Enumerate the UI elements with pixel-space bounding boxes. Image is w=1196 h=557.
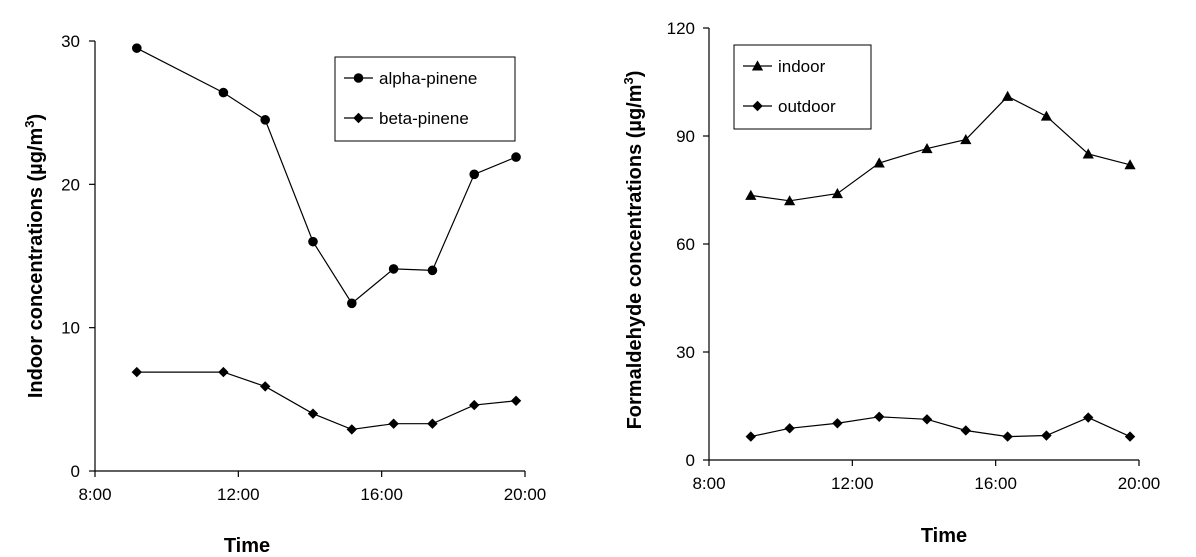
left-legend-label-alpha-pinene: alpha-pinene — [379, 69, 477, 88]
left-x-tick-label: 20:00 — [504, 485, 547, 504]
left-data-point-beta-pinene — [469, 399, 480, 411]
right-legend: indoor outdoor — [733, 44, 872, 130]
left-y-tick-label: 30 — [61, 32, 80, 51]
left-data-point-beta-pinene — [131, 366, 143, 378]
left-data-point-alpha-pinene — [427, 265, 438, 276]
right-legend-marker-indoor — [751, 60, 764, 71]
left-y-axis-title-end: ) — [25, 114, 47, 121]
right-data-point-indoor — [960, 134, 972, 145]
right-y-axis-title-end: ) — [624, 71, 646, 78]
left-legend-box — [334, 56, 516, 142]
left-data-point-alpha-pinene — [469, 169, 480, 180]
right-data-point-outdoor — [1124, 431, 1136, 442]
right-data-point-indoor — [873, 157, 885, 168]
right-data-point-indoor — [784, 195, 796, 206]
right-y-tick-label: 30 — [676, 343, 695, 362]
left-data-point-alpha-pinene — [511, 152, 521, 162]
right-data-point-indoor — [1002, 90, 1014, 101]
right-data-point-indoor — [745, 189, 757, 200]
left-legend-marker-beta-pinene — [353, 112, 364, 124]
right-x-tick-label: 20:00 — [1118, 474, 1161, 493]
right-data-point-outdoor — [1083, 412, 1094, 423]
right-y-tick-label: 60 — [676, 235, 695, 254]
left-x-tick-label: 12:00 — [217, 485, 260, 504]
left-data-point-alpha-pinene — [388, 264, 399, 274]
left-y-tick-label: 0 — [71, 462, 80, 481]
left-y-axis-title-main: Indoor concentrations (µg/m — [25, 128, 47, 398]
left-data-point-beta-pinene — [388, 418, 399, 429]
left-legend-label-beta-pinene: beta-pinene — [379, 109, 469, 128]
right-data-point-outdoor — [921, 414, 933, 425]
right-series-outdoor — [745, 411, 1136, 442]
left-y-tick-label: 20 — [61, 175, 80, 194]
right-y-axis-title: Formaldehyde concentrations (µg/m3) — [621, 71, 646, 430]
left-plot-area: 0 10 20 30 8:00 12:00 16:00 20:00 alpha-pinene be… — [61, 32, 546, 504]
right-data-point-outdoor — [1041, 430, 1052, 441]
right-legend-label-outdoor: outdoor — [778, 97, 836, 116]
left-data-point-alpha-pinene — [132, 43, 142, 53]
right-data-point-indoor — [921, 143, 933, 154]
left-data-point-alpha-pinene — [218, 87, 229, 98]
chart-right: Formaldehyde concentrations (µg/m3) Time… — [621, 19, 1160, 547]
right-series-line-indoor — [750, 95, 1131, 202]
left-series-beta-pinene — [131, 366, 522, 435]
right-data-point-indoor — [1040, 110, 1053, 121]
right-legend-marker-outdoor — [752, 100, 763, 112]
right-data-point-outdoor — [960, 425, 972, 436]
left-data-point-beta-pinene — [260, 381, 271, 392]
right-series-indoor — [745, 90, 1136, 206]
right-data-point-indoor — [831, 188, 844, 199]
left-data-point-beta-pinene — [346, 424, 358, 435]
left-data-point-beta-pinene — [218, 366, 229, 378]
right-data-point-outdoor — [745, 431, 757, 442]
left-x-tick-label: 16:00 — [360, 485, 403, 504]
left-data-point-beta-pinene — [427, 418, 438, 429]
right-data-point-outdoor — [874, 411, 885, 422]
left-data-point-alpha-pinene — [347, 298, 357, 309]
left-y-axis-title-sup: 3 — [22, 121, 37, 128]
right-legend-box — [733, 44, 872, 130]
right-x-tick-label: 12:00 — [831, 474, 874, 493]
left-data-point-beta-pinene — [510, 395, 522, 406]
right-y-axis-title-sup: 3 — [621, 77, 636, 84]
left-data-point-beta-pinene — [307, 408, 319, 419]
right-data-point-indoor — [1124, 159, 1136, 170]
right-x-tick-label: 16:00 — [974, 474, 1017, 493]
right-y-tick-label: 120 — [667, 19, 695, 38]
left-legend: alpha-pinene beta-pinene — [334, 56, 516, 142]
left-x-axis-title: Time — [224, 535, 270, 557]
right-y-axis-title-main: Formaldehyde concentrations (µg/m — [624, 84, 646, 429]
chart-left: Indoor concentrations (µg/m3) Time 0 10 20… — [22, 32, 546, 557]
left-series-alpha-pinene — [132, 43, 521, 309]
left-series-line-beta-pinene — [136, 371, 517, 431]
left-legend-marker-alpha-pinene — [353, 73, 364, 83]
right-data-point-indoor — [1082, 148, 1094, 159]
left-y-axis-title: Indoor concentrations (µg/m3) — [22, 114, 47, 398]
left-x-tick-label: 8:00 — [78, 485, 111, 504]
left-y-tick-label: 10 — [61, 319, 80, 338]
left-data-point-alpha-pinene — [308, 236, 318, 247]
right-series-line-outdoor — [750, 416, 1131, 438]
right-x-axis-title: Time — [921, 525, 967, 547]
right-data-point-outdoor — [832, 418, 843, 429]
right-data-point-outdoor — [784, 423, 795, 434]
right-data-point-outdoor — [1002, 431, 1013, 442]
right-x-tick-label: 8:00 — [692, 474, 725, 493]
right-plot-area: 0 30 60 90 120 8:00 12:00 16:00 20:00 indoor outdo… — [667, 19, 1161, 493]
right-legend-label-indoor: indoor — [778, 57, 826, 76]
right-y-tick-label: 0 — [686, 451, 695, 470]
left-data-point-alpha-pinene — [260, 115, 271, 125]
right-y-tick-label: 90 — [676, 127, 695, 146]
